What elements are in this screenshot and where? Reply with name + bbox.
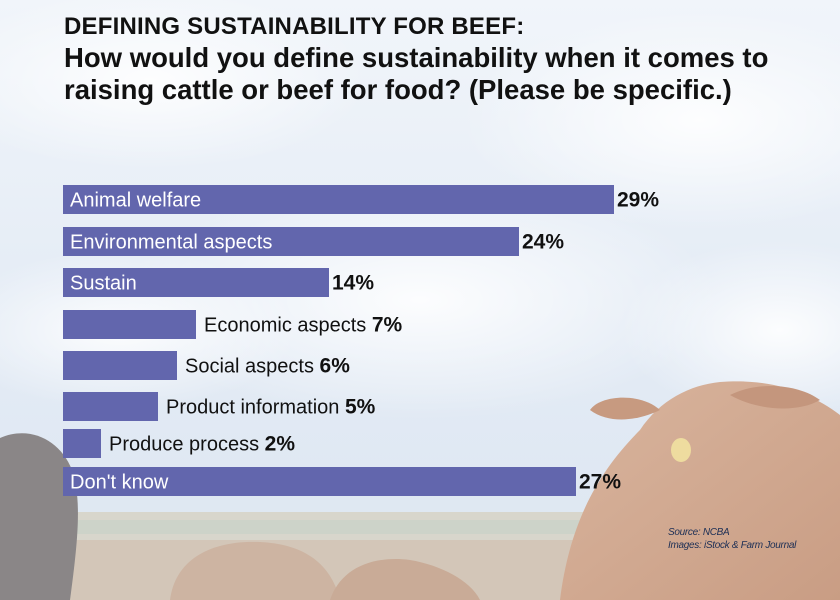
bar-5 — [63, 392, 158, 421]
value-label-1: 24% — [522, 231, 564, 254]
image-credit: Images: iStock & Farm Journal — [668, 540, 797, 551]
value-label-6: 2% — [265, 433, 296, 456]
category-label-7: Don't know — [70, 472, 169, 494]
category-label-4: Social aspects — [185, 356, 314, 378]
bar-0 — [63, 185, 614, 214]
category-label-2: Sustain — [70, 273, 137, 295]
bar-label-5: Product information 5% — [166, 396, 376, 419]
value-label-2: 14% — [332, 272, 374, 295]
bar-7 — [63, 467, 576, 496]
bar-label-7: Don't know — [70, 472, 169, 494]
value-label-4: 6% — [320, 355, 351, 378]
value-text-7: 27% — [579, 471, 621, 494]
bar-label-1: Environmental aspects — [70, 232, 272, 254]
bar-1 — [63, 227, 519, 256]
bar-4 — [63, 351, 177, 380]
bar-label-3: Economic aspects 7% — [204, 314, 403, 337]
category-label-3: Economic aspects — [204, 315, 366, 337]
source-credit: Source: NCBA Images: iStock & Farm Journ… — [668, 526, 838, 552]
value-label-3: 7% — [372, 314, 403, 337]
value-label-5: 5% — [345, 396, 376, 419]
source-note: Source: NCBA — [668, 527, 730, 538]
bar-label-6: Produce process 2% — [109, 433, 295, 456]
category-label-5: Product information — [166, 397, 339, 419]
value-label-7: 27% — [579, 471, 621, 494]
category-label-6: Produce process — [109, 434, 259, 456]
chart-title: DEFINING SUSTAINABILITY FOR BEEF: — [64, 13, 525, 40]
chart-subtitle: How would you define sustainability when… — [64, 42, 769, 105]
value-text-0: 29% — [617, 189, 659, 212]
category-label-1: Environmental aspects — [70, 232, 272, 254]
chart-title-block: DEFINING SUSTAINABILITY FOR BEEF: How wo… — [64, 12, 824, 106]
bar-3 — [63, 310, 196, 339]
value-text-1: 24% — [522, 231, 564, 254]
bar-label-4: Social aspects 6% — [185, 355, 350, 378]
bar-6 — [63, 429, 101, 458]
value-text-2: 14% — [332, 272, 374, 295]
bar-2 — [63, 268, 329, 297]
category-label-0: Animal welfare — [70, 190, 201, 212]
value-label-0: 29% — [617, 189, 659, 212]
bar-label-2: Sustain — [70, 273, 137, 295]
bar-label-0: Animal welfare — [70, 190, 201, 212]
